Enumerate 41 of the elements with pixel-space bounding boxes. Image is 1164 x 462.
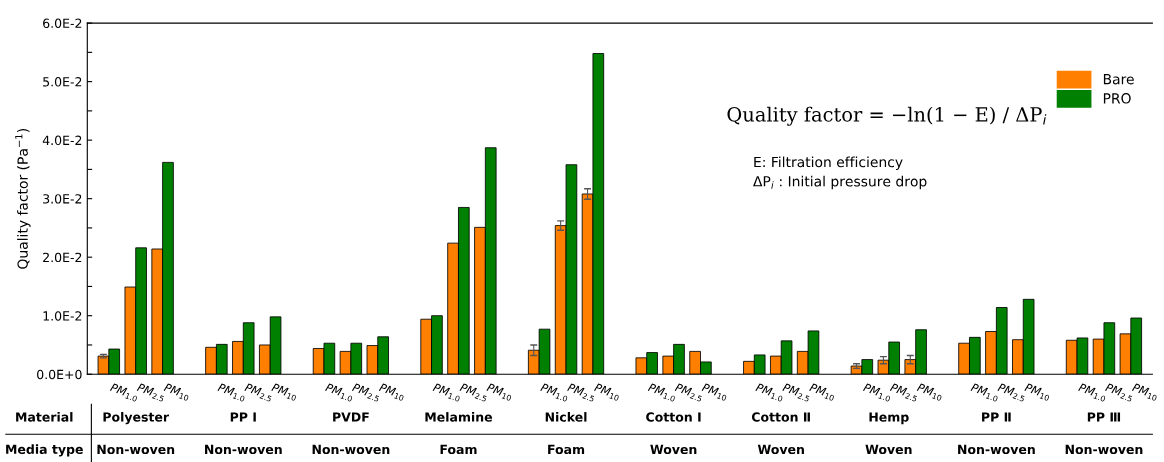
text: Melamine xyxy=(425,412,493,422)
annotation: Quality factor = −ln(1 − E) / ΔP$_{i}$ xyxy=(727,106,1047,126)
text: Woven xyxy=(757,444,804,455)
text: PP Ⅲ xyxy=(1087,412,1121,422)
text: Foam xyxy=(440,444,477,455)
text: Material xyxy=(16,412,73,422)
text: Non-woven xyxy=(97,444,175,455)
x-tick-label: PM$_{10}$ xyxy=(916,382,944,402)
y-tick-label: 2.0E-2 xyxy=(43,252,82,263)
text: Polyester xyxy=(103,412,170,425)
y-tick-label: 3.0E-2 xyxy=(43,194,82,204)
x-tick-label: PM$_{10}$ xyxy=(378,382,406,402)
text: PVDF xyxy=(333,412,369,422)
x-tick-label: PM$_{10}$ xyxy=(593,382,621,402)
text: Non-woven xyxy=(958,444,1035,455)
annotation: E: Filtration efficiency xyxy=(754,156,903,170)
text: Woven xyxy=(650,444,697,455)
text: Nickel xyxy=(545,412,587,422)
text: Non-woven xyxy=(312,444,390,455)
y-tick-label: 4.0E-2 xyxy=(42,135,82,146)
legend-label: PRO xyxy=(1103,93,1131,104)
text: PP Ⅱ xyxy=(982,412,1011,422)
y-tick-label: 5.0E-2 xyxy=(43,77,82,87)
legend-label: Bare xyxy=(1103,74,1134,85)
x-tick-label: PM$_{10}$ xyxy=(1131,382,1159,402)
x-tick-label: PM$_{10}$ xyxy=(808,382,836,402)
text: Woven xyxy=(865,444,912,455)
y-tick-label: 1.0E-2 xyxy=(43,311,82,321)
text: Non-woven xyxy=(1065,444,1143,455)
annotation: ΔP$_{i}$ : Initial pressure drop xyxy=(753,175,927,190)
text: PP Ⅰ xyxy=(230,412,256,422)
x-tick-label: PM$_{10}$ xyxy=(163,382,191,402)
text: Media type xyxy=(6,444,83,457)
text: Hemp xyxy=(869,412,909,425)
y-axis-title: Quality factor (Pa$^{−1}$) xyxy=(15,129,31,269)
y-tick-label: 6.0E-2 xyxy=(43,18,82,29)
text: Non-woven xyxy=(205,444,282,455)
text: Foam xyxy=(548,444,585,455)
text: Cotton Ⅰ xyxy=(646,412,701,422)
text: Cotton Ⅱ xyxy=(751,412,810,422)
y-tick-label: 0.0E+0 xyxy=(37,369,82,380)
